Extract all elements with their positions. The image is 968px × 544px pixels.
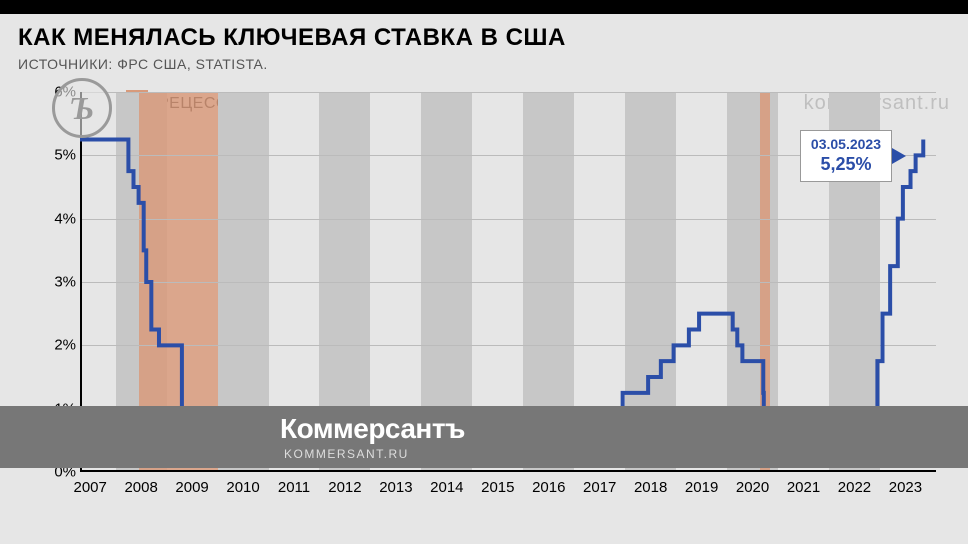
x-tick-label: 2012 (328, 479, 361, 496)
kommersant-wordmark: Коммерсантъ (280, 413, 968, 445)
x-tick-label: 2013 (379, 479, 412, 496)
x-tick-label: 2008 (124, 479, 157, 496)
x-tick-label: 2021 (787, 479, 820, 496)
callout-date: 03.05.2023 (811, 136, 881, 152)
header: КАК МЕНЯЛАСЬ КЛЮЧЕВАЯ СТАВКА В США ИСТОЧ… (0, 14, 968, 76)
callout-arrow-icon (892, 148, 906, 164)
top-black-bar (0, 0, 968, 14)
x-tick-label: 2020 (736, 479, 769, 496)
x-tick-label: 2018 (634, 479, 667, 496)
x-tick-label: 2016 (532, 479, 565, 496)
latest-value-callout: 03.05.2023 5,25% (800, 130, 892, 182)
x-tick-label: 2011 (278, 479, 310, 496)
x-tick-label: 2015 (481, 479, 514, 496)
y-tick-label: 5% (42, 147, 76, 164)
x-tick-label: 2022 (838, 479, 871, 496)
y-tick-label: 4% (42, 210, 76, 227)
callout-value: 5,25% (811, 154, 881, 175)
x-tick-label: 2023 (889, 479, 922, 496)
y-tick-label: 3% (42, 274, 76, 291)
x-tick-label: 2014 (430, 479, 463, 496)
y-tick-label: 2% (42, 337, 76, 354)
x-tick-label: 2010 (226, 479, 259, 496)
callout-box: 03.05.2023 5,25% (800, 130, 892, 182)
chart-sources: ИСТОЧНИКИ: ФРС США, STATISTA. (18, 56, 950, 72)
kommersant-logo-badge: Ъ (52, 78, 112, 138)
chart-title: КАК МЕНЯЛАСЬ КЛЮЧЕВАЯ СТАВКА В США (18, 24, 950, 52)
x-tick-label: 2009 (175, 479, 208, 496)
watermark-bar: Коммерсантъ KOMMERSANT.RU (0, 406, 968, 468)
logo-letter: Ъ (70, 90, 94, 127)
kommersant-url: KOMMERSANT.RU (284, 447, 968, 461)
x-tick-label: 2007 (74, 479, 107, 496)
x-tick-label: 2017 (583, 479, 616, 496)
x-tick-label: 2019 (685, 479, 718, 496)
